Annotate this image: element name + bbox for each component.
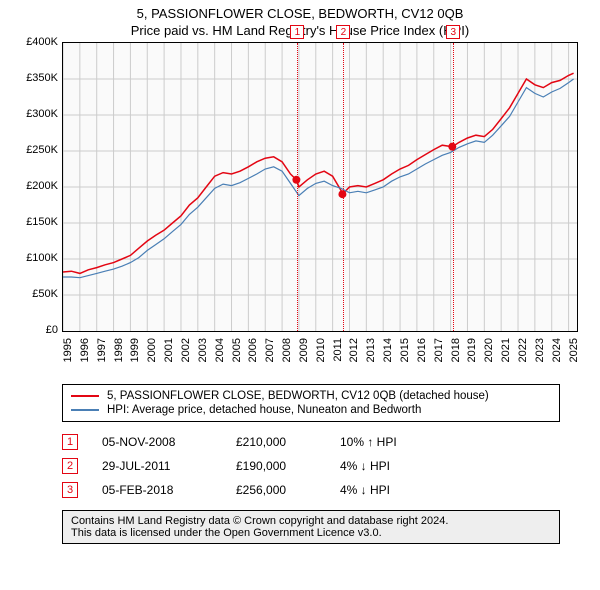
footer-line: Contains HM Land Registry data © Crown c… [71, 515, 551, 527]
event-vline [453, 43, 454, 331]
x-tick-label: 2025 [568, 338, 580, 362]
y-tick-label: £400K [26, 36, 58, 48]
event-date: 05-FEB-2018 [102, 483, 212, 497]
x-tick-label: 2021 [500, 338, 512, 362]
x-tick-label: 2011 [332, 338, 344, 362]
event-dot [448, 143, 456, 151]
event-delta: 4% ↓ HPI [340, 459, 430, 473]
x-tick-label: 2010 [315, 338, 327, 362]
x-tick-label: 2022 [517, 338, 529, 362]
series-line [63, 73, 574, 273]
event-date: 29-JUL-2011 [102, 459, 212, 473]
y-tick-label: £250K [26, 144, 58, 156]
y-tick-label: £350K [26, 72, 58, 84]
x-tick-label: 2018 [450, 338, 462, 362]
x-tick-label: 2000 [146, 338, 158, 362]
event-price: £256,000 [236, 483, 316, 497]
y-tick-label: £50K [32, 288, 58, 300]
legend-item: HPI: Average price, detached house, Nune… [71, 403, 551, 417]
event-dot [338, 190, 346, 198]
y-tick-label: £100K [26, 252, 58, 264]
x-tick-label: 1999 [129, 338, 141, 362]
legend-item: 5, PASSIONFLOWER CLOSE, BEDWORTH, CV12 0… [71, 389, 551, 403]
plot-area: 123 [62, 42, 578, 332]
legend-label: 5, PASSIONFLOWER CLOSE, BEDWORTH, CV12 0… [107, 390, 489, 402]
chart-container: 5, PASSIONFLOWER CLOSE, BEDWORTH, CV12 0… [0, 0, 600, 590]
x-tick-label: 2024 [551, 338, 563, 362]
event-row: 3 05-FEB-2018 £256,000 4% ↓ HPI [62, 478, 560, 502]
x-tick-label: 2008 [281, 338, 293, 362]
legend-label: HPI: Average price, detached house, Nune… [107, 404, 421, 416]
x-tick-label: 2009 [298, 338, 310, 362]
x-tick-label: 2023 [534, 338, 546, 362]
x-tick-label: 2012 [348, 338, 360, 362]
events-table: 1 05-NOV-2008 £210,000 10% ↑ HPI 2 29-JUL-201… [62, 430, 560, 502]
chart-title: 5, PASSIONFLOWER CLOSE, BEDWORTH, CV12 0… [0, 0, 600, 21]
event-delta: 10% ↑ HPI [340, 435, 430, 449]
x-tick-label: 2019 [466, 338, 478, 362]
legend-swatch [71, 395, 99, 397]
x-tick-label: 2004 [214, 338, 226, 362]
y-tick-label: £200K [26, 180, 58, 192]
y-tick-label: £300K [26, 108, 58, 120]
x-tick-label: 2002 [180, 338, 192, 362]
x-tick-label: 2016 [416, 338, 428, 362]
x-tick-label: 2015 [399, 338, 411, 362]
event-vline [297, 43, 298, 331]
y-tick-label: £0 [46, 324, 58, 336]
event-vline [343, 43, 344, 331]
x-tick-label: 1998 [113, 338, 125, 362]
x-tick-label: 2007 [264, 338, 276, 362]
event-price: £210,000 [236, 435, 316, 449]
event-row: 2 29-JUL-2011 £190,000 4% ↓ HPI [62, 454, 560, 478]
legend-swatch [71, 409, 99, 411]
event-price: £190,000 [236, 459, 316, 473]
event-date: 05-NOV-2008 [102, 435, 212, 449]
x-tick-label: 2014 [382, 338, 394, 362]
event-marker-box: 2 [336, 25, 350, 39]
event-row: 1 05-NOV-2008 £210,000 10% ↑ HPI [62, 430, 560, 454]
x-tick-label: 2003 [197, 338, 209, 362]
x-tick-label: 2020 [483, 338, 495, 362]
event-row-marker: 2 [62, 458, 78, 474]
legend: 5, PASSIONFLOWER CLOSE, BEDWORTH, CV12 0… [62, 384, 560, 422]
chart-area: £0£50K£100K£150K£200K£250K£300K£350K£400… [20, 42, 580, 382]
y-tick-label: £150K [26, 216, 58, 228]
x-tick-label: 2005 [231, 338, 243, 362]
x-tick-label: 2017 [433, 338, 445, 362]
x-tick-label: 1997 [96, 338, 108, 362]
event-dot [292, 176, 300, 184]
y-axis-labels: £0£50K£100K£150K£200K£250K£300K£350K£400… [20, 42, 60, 332]
x-axis-labels: 1995 1996 1997 1998 1999 2000 2001 2002 2003 2004… [62, 334, 578, 382]
footer-attribution: Contains HM Land Registry data © Crown c… [62, 510, 560, 544]
event-marker-box: 3 [446, 25, 460, 39]
x-tick-label: 2006 [247, 338, 259, 362]
event-row-marker: 1 [62, 434, 78, 450]
event-marker-box: 1 [290, 25, 304, 39]
x-tick-label: 1995 [62, 338, 74, 362]
event-row-marker: 3 [62, 482, 78, 498]
x-tick-label: 1996 [79, 338, 91, 362]
footer-line: This data is licensed under the Open Gov… [71, 527, 551, 539]
x-tick-label: 2001 [163, 338, 175, 362]
x-tick-label: 2013 [365, 338, 377, 362]
event-delta: 4% ↓ HPI [340, 483, 430, 497]
